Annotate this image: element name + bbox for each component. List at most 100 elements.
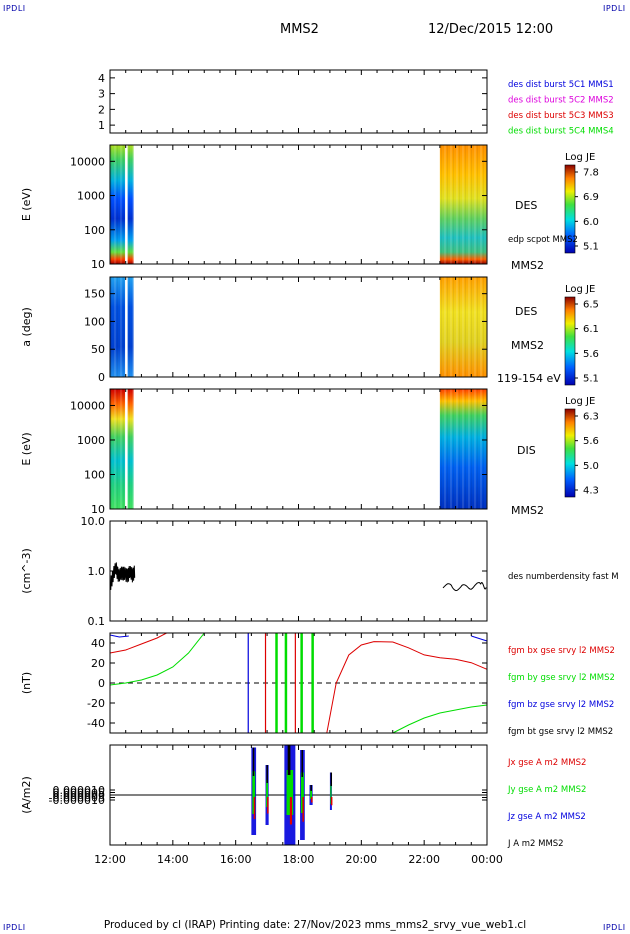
current-burst-j [287,745,291,775]
des-pitch-y-tick-label: 0 [98,371,105,384]
des-energy-colorbar-tick-label: 6.9 [583,192,599,203]
current-burst-jx [253,797,256,819]
des-pitch-colorbar-tick-label: 5.6 [583,349,599,360]
density-y-tick-label: 1.0 [88,565,106,578]
x-axis-tick-label: 00:00 [471,853,503,866]
footer-credit: Produced by cl (IRAP) Printing date: 27/… [103,919,527,931]
x-axis-tick-label: 12:00 [94,853,126,866]
dis-energy-y-tick-label: 100 [84,468,105,481]
x-axis-tick-label: 20:00 [345,853,377,866]
current-density-y-tick-label: 0.000005 [53,787,106,800]
magnetic-field-legend-entry: fgm bt gse srvy l2 MMS2 [508,727,613,737]
dis-energy-data-gap [125,389,128,509]
availability-legend-entry: des dist burst 5C2 MMS2 [508,96,614,106]
des-energy-colorbar-title: Log JE [565,152,595,163]
dis-energy-colorbar-title: Log JE [565,396,595,407]
des-pitch-data-gap [133,277,138,377]
current-burst-jx [289,797,293,825]
des-pitch-colorbar-tick-label: 6.1 [583,324,599,335]
magnetic-field-legend-entry: fgm bx gse srvy l2 MMS2 [508,646,615,656]
x-axis-tick-label: 16:00 [220,853,252,866]
dis-energy-y-axis-label: E (eV) [20,432,33,465]
dis-energy-colorbar-tick-label: 6.3 [583,412,599,423]
availability-y-tick-label: 1 [98,119,105,132]
current-burst-jy [330,783,332,804]
current-burst-jy [310,790,313,799]
current-density-legend-entry: Jx gse A m2 MMS2 [507,758,586,768]
magnetic-field-y-tick-label: 20 [91,657,105,670]
des-pitch-side-label: 119-154 eV [497,372,561,385]
current-density-y-tick-label: -0.000010 [49,794,105,807]
density-legend-entry: des numberdensity fast M [508,572,619,582]
des-pitch-colorbar [564,296,576,386]
des-pitch-y-tick-label: 50 [91,343,105,356]
des-energy-colorbar-tick-label: 6.0 [583,217,599,228]
corner-label-top-left: IPDLI [3,4,26,13]
availability-legend-entry: des dist burst 5C1 MMS1 [508,80,614,90]
corner-label-bottom-left: IPDLI [3,923,26,932]
current-burst-jy [252,771,256,814]
des-pitch-colorbar-title: Log JE [565,284,595,295]
density-y-axis-label: (cm^-3) [20,548,33,594]
current-burst-jx [267,797,269,814]
current-burst-jx [302,797,304,822]
dis-energy-y-tick-label: 1000 [77,434,105,447]
density-series-line [442,582,487,592]
panels-layer: 4 3 2 1 des dist burst 5C1 MMS1 des dist burs… [20,69,619,866]
dis-energy-colorbar-tick-label: 5.0 [583,461,599,472]
panel-frame-2 [109,276,488,378]
des-energy-spectrogram-texture [110,145,137,264]
field-series-line [109,632,488,734]
corner-label-top-right: IPDLI [603,4,626,13]
figure-datetime: 12/Dec/2015 12:00 [428,22,554,37]
current-burst-jx [330,797,333,806]
current-density-y-tick-label: 0.000000 [53,789,106,802]
density-series-line [109,562,136,590]
density-y-tick-label: 10.0 [81,515,106,528]
des-pitch-spectrogram-texture [439,277,487,377]
magnetic-field-y-tick-label: -40 [87,717,105,730]
x-axis-tick-label: 14:00 [157,853,189,866]
dis-energy-side-label: MMS2 [511,504,544,517]
dis-energy-side-label: DIS [517,444,536,457]
magnetic-field-y-tick-label: -20 [87,697,105,710]
dis-energy-spectrogram-texture [439,389,487,509]
des-energy-side-label: MMS2 [511,259,544,272]
dis-energy-y-tick-label: 10000 [70,399,105,412]
current-density-y-axis-label: (A/m2) [20,776,33,814]
current-burst-jy [286,770,294,815]
des-pitch-y-axis-label: a (deg) [20,307,33,347]
availability-y-tick-label: 3 [98,88,105,101]
current-density-legend-entry: Jy gse A m2 MMS2 [507,785,586,795]
current-burst-jy [266,780,269,807]
panel-frame-0 [109,69,488,134]
current-burst-jx [311,797,313,803]
availability-legend-entry: des dist burst 5C3 MMS3 [508,111,614,121]
x-axis-tick-label: 22:00 [408,853,440,866]
current-density-y-tick-label: -0.000005 [49,792,105,805]
des-pitch-side-label: MMS2 [511,339,544,352]
magnetic-field-y-axis-label: (nT) [20,672,33,694]
des-pitch-spectrogram-texture [110,277,137,377]
panel-frame-1 [109,144,488,265]
des-energy-side-label: DES [515,199,537,212]
des-energy-spectrogram-texture [439,145,487,264]
des-energy-y-tick-label: 1000 [77,190,105,203]
des-energy-y-tick-label: 10000 [70,155,105,168]
magnetic-field-y-tick-label: 0 [98,677,105,690]
current-density-legend-entry: J A m2 MMS2 [507,839,564,849]
des-pitch-colorbar-tick-label: 6.5 [583,300,599,311]
magnetic-field-legend-entry: fgm bz gse srvy l2 MMS2 [508,700,614,710]
current-burst-j [310,785,312,791]
des-pitch-data-gap [125,277,128,377]
current-density-y-tick-label: 0.000010 [53,784,106,797]
dis-energy-colorbar [564,408,576,498]
des-pitch-y-tick-label: 100 [84,315,105,328]
magnetic-field-legend-entry: fgm by gse srvy l2 MMS2 [508,673,615,683]
availability-y-tick-label: 4 [98,72,105,85]
des-pitch-colorbar-tick-label: 5.1 [583,374,599,385]
des-pitch-y-tick-label: 150 [84,288,105,301]
availability-legend-entry: des dist burst 5C4 MMS4 [508,127,614,137]
